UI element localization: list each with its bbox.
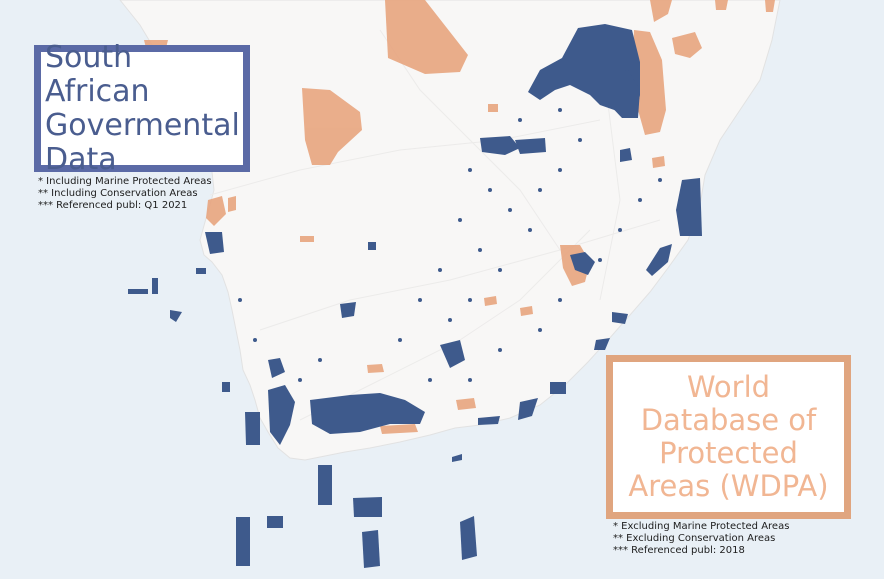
wdpa-legend-box: World Database of Protected Areas (WDPA) (606, 355, 851, 519)
wdpa-area (300, 236, 314, 242)
wdpa-note-2: ** Excluding Conservation Areas (613, 533, 776, 544)
land-mass (119, 0, 781, 461)
sa-area (340, 302, 356, 318)
sa-area (518, 398, 538, 420)
sa-area (222, 382, 230, 392)
wdpa-area (385, 0, 468, 74)
sa-note-2: ** Including Conservation Areas (38, 188, 198, 199)
sa-area (362, 530, 380, 568)
sa-area-dot (578, 58, 582, 62)
sa-small-areas (238, 58, 662, 382)
wdpa-area (380, 424, 418, 434)
sa-area-dot (468, 378, 472, 382)
sa-area-dot (398, 338, 402, 342)
sa-legend-title: South African Govermental Data (45, 39, 240, 177)
sa-area (205, 232, 224, 254)
sa-area-dot (448, 318, 452, 322)
sa-area (152, 278, 158, 294)
sa-area (196, 268, 206, 274)
sa-area-dot (238, 298, 242, 302)
sa-area-dot (438, 268, 442, 272)
sa-area (267, 516, 283, 528)
sa-area (310, 393, 425, 434)
sa-area-dot (618, 228, 622, 232)
wdpa-area (650, 0, 672, 22)
sa-area-dot (538, 328, 542, 332)
sa-area (353, 497, 382, 517)
sa-area (676, 178, 702, 236)
sa-area-dot (518, 118, 522, 122)
sa-area-dot (558, 168, 562, 172)
wdpa-area (652, 156, 665, 168)
wdpa-area (633, 30, 666, 135)
sa-area-dot (558, 108, 562, 112)
wdpa-area (520, 306, 533, 316)
sa-area (440, 340, 465, 368)
sa-area-dot (478, 248, 482, 252)
sa-area (594, 338, 610, 350)
sa-area (268, 358, 285, 378)
sa-area (612, 312, 628, 324)
sa-area (646, 244, 672, 276)
sa-legend-box: South African Govermental Data (34, 40, 250, 176)
wdpa-legend-title: World Database of Protected Areas (WDPA) (628, 370, 829, 503)
wdpa-protected-areas (144, 0, 775, 434)
wdpa-area (672, 32, 702, 58)
sa-area (236, 517, 250, 566)
sa-area (318, 465, 332, 505)
sa-area (478, 416, 500, 425)
wdpa-area (765, 0, 775, 12)
sa-area-dot (418, 298, 422, 302)
wdpa-area (715, 0, 728, 10)
sa-area (245, 412, 260, 445)
sa-area-dot (658, 178, 662, 182)
sa-note-3: *** Referenced publ: Q1 2021 (38, 200, 188, 211)
wdpa-area (456, 398, 476, 410)
wdpa-area (228, 196, 236, 212)
sa-area-dot (638, 198, 642, 202)
sa-area (515, 138, 546, 154)
sa-area-dot (508, 208, 512, 212)
sa-area (460, 516, 477, 560)
sa-area-dot (598, 258, 602, 262)
sa-area-dot (558, 298, 562, 302)
sa-area-dot (578, 138, 582, 142)
sa-area-dot (428, 378, 432, 382)
sa-area-dot (488, 188, 492, 192)
sa-area (620, 148, 632, 162)
sa-area (570, 252, 595, 275)
sa-area (600, 70, 640, 118)
wdpa-area (484, 296, 497, 306)
wdpa-note-1: * Excluding Marine Protected Areas (613, 521, 790, 532)
sa-area-dot (538, 188, 542, 192)
sa-legend-notes: * Including Marine Protected Areas ** In… (38, 176, 212, 212)
wdpa-note-3: *** Referenced publ: 2018 (613, 545, 745, 556)
sa-area-dot (468, 168, 472, 172)
sa-area (268, 385, 295, 445)
wdpa-legend-notes: * Excluding Marine Protected Areas ** Ex… (613, 521, 789, 557)
sa-area-dot (458, 218, 462, 222)
wdpa-area (488, 104, 498, 112)
sa-area (170, 310, 182, 322)
sa-area-dot (318, 358, 322, 362)
sa-area-dot (498, 348, 502, 352)
sa-area-dot (253, 338, 257, 342)
wdpa-area (367, 364, 384, 373)
sa-area-dot (498, 268, 502, 272)
sa-area (550, 382, 566, 394)
sa-area (452, 454, 462, 462)
sa-note-1: * Including Marine Protected Areas (38, 176, 212, 187)
sa-protected-areas (128, 24, 702, 568)
wdpa-area (206, 196, 226, 226)
sa-area (480, 136, 520, 155)
sa-area (368, 242, 376, 250)
wdpa-area (302, 88, 362, 165)
sa-area-dot (528, 228, 532, 232)
sa-area-dot (468, 298, 472, 302)
sa-area-dot (298, 378, 302, 382)
sa-area (128, 289, 148, 294)
